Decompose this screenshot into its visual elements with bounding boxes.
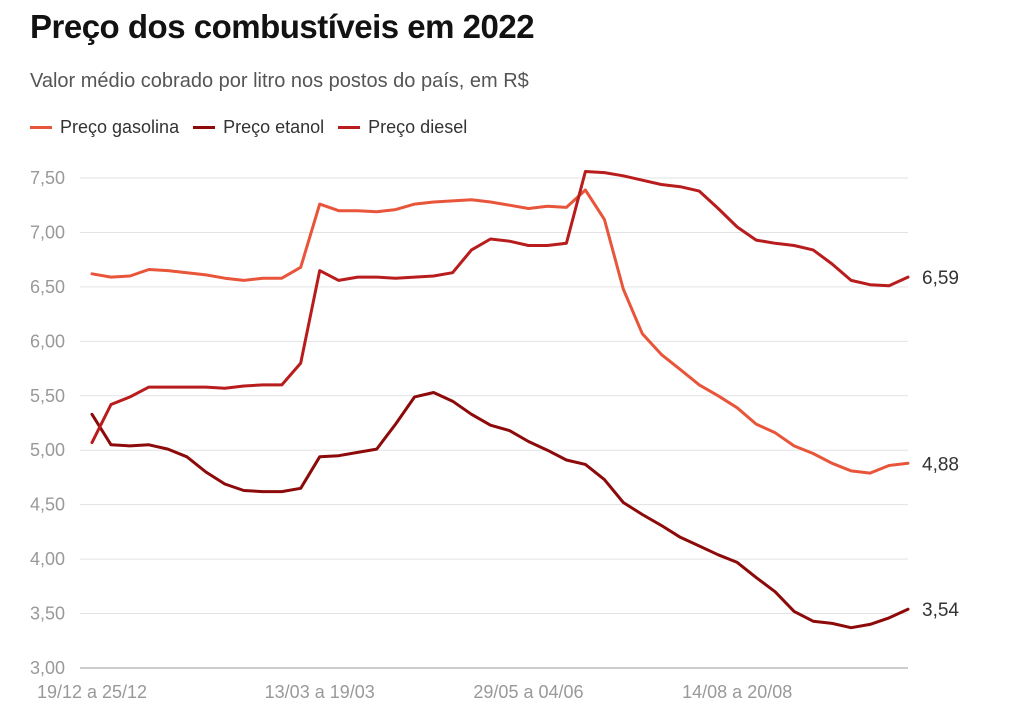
legend-item-etanol: Preço etanol: [193, 117, 324, 138]
legend-item-diesel: Preço diesel: [338, 117, 467, 138]
chart-title: Preço dos combustíveis em 2022: [30, 8, 535, 45]
legend-label-etanol: Preço etanol: [223, 117, 325, 137]
x-tick-label: 19/12 a 25/12: [37, 682, 147, 702]
y-tick-label: 7,00: [30, 222, 65, 242]
end-value-label: 6,59: [922, 268, 959, 289]
legend-swatch-gasolina: [30, 126, 52, 129]
y-tick-label: 3,00: [30, 658, 65, 678]
legend: Preço gasolina Preço etanol Preço diesel: [30, 117, 481, 138]
end-value-label: 3,54: [922, 600, 959, 621]
series-line-3: [90, 170, 910, 445]
legend-swatch-diesel: [338, 126, 361, 129]
end-value-label: 4,88: [922, 454, 959, 475]
y-tick-label: 6,50: [30, 277, 65, 297]
legend-swatch-etanol: [193, 126, 216, 129]
y-tick-label: 6,00: [30, 331, 65, 351]
series-line-2: [90, 391, 910, 630]
series-line-1: [90, 188, 910, 475]
y-tick-label: 5,00: [30, 440, 65, 460]
y-tick-label: 4,50: [30, 495, 65, 515]
x-tick-label: 13/03 a 19/03: [265, 682, 375, 702]
chart-subtitle: Valor médio cobrado por litro nos postos…: [30, 70, 529, 92]
legend-label-diesel: Preço diesel: [368, 117, 468, 137]
y-tick-label: 3,50: [30, 604, 65, 624]
x-tick-label: 29/05 a 04/06: [473, 682, 583, 702]
x-tick-label: 14/08 a 20/08: [682, 682, 792, 702]
y-tick-label: 5,50: [30, 386, 65, 406]
legend-item-gasolina: Preço gasolina: [30, 117, 179, 138]
y-tick-label: 4,00: [30, 549, 65, 569]
y-tick-label: 7,50: [30, 168, 65, 188]
legend-label-gasolina: Preço gasolina: [60, 117, 180, 137]
